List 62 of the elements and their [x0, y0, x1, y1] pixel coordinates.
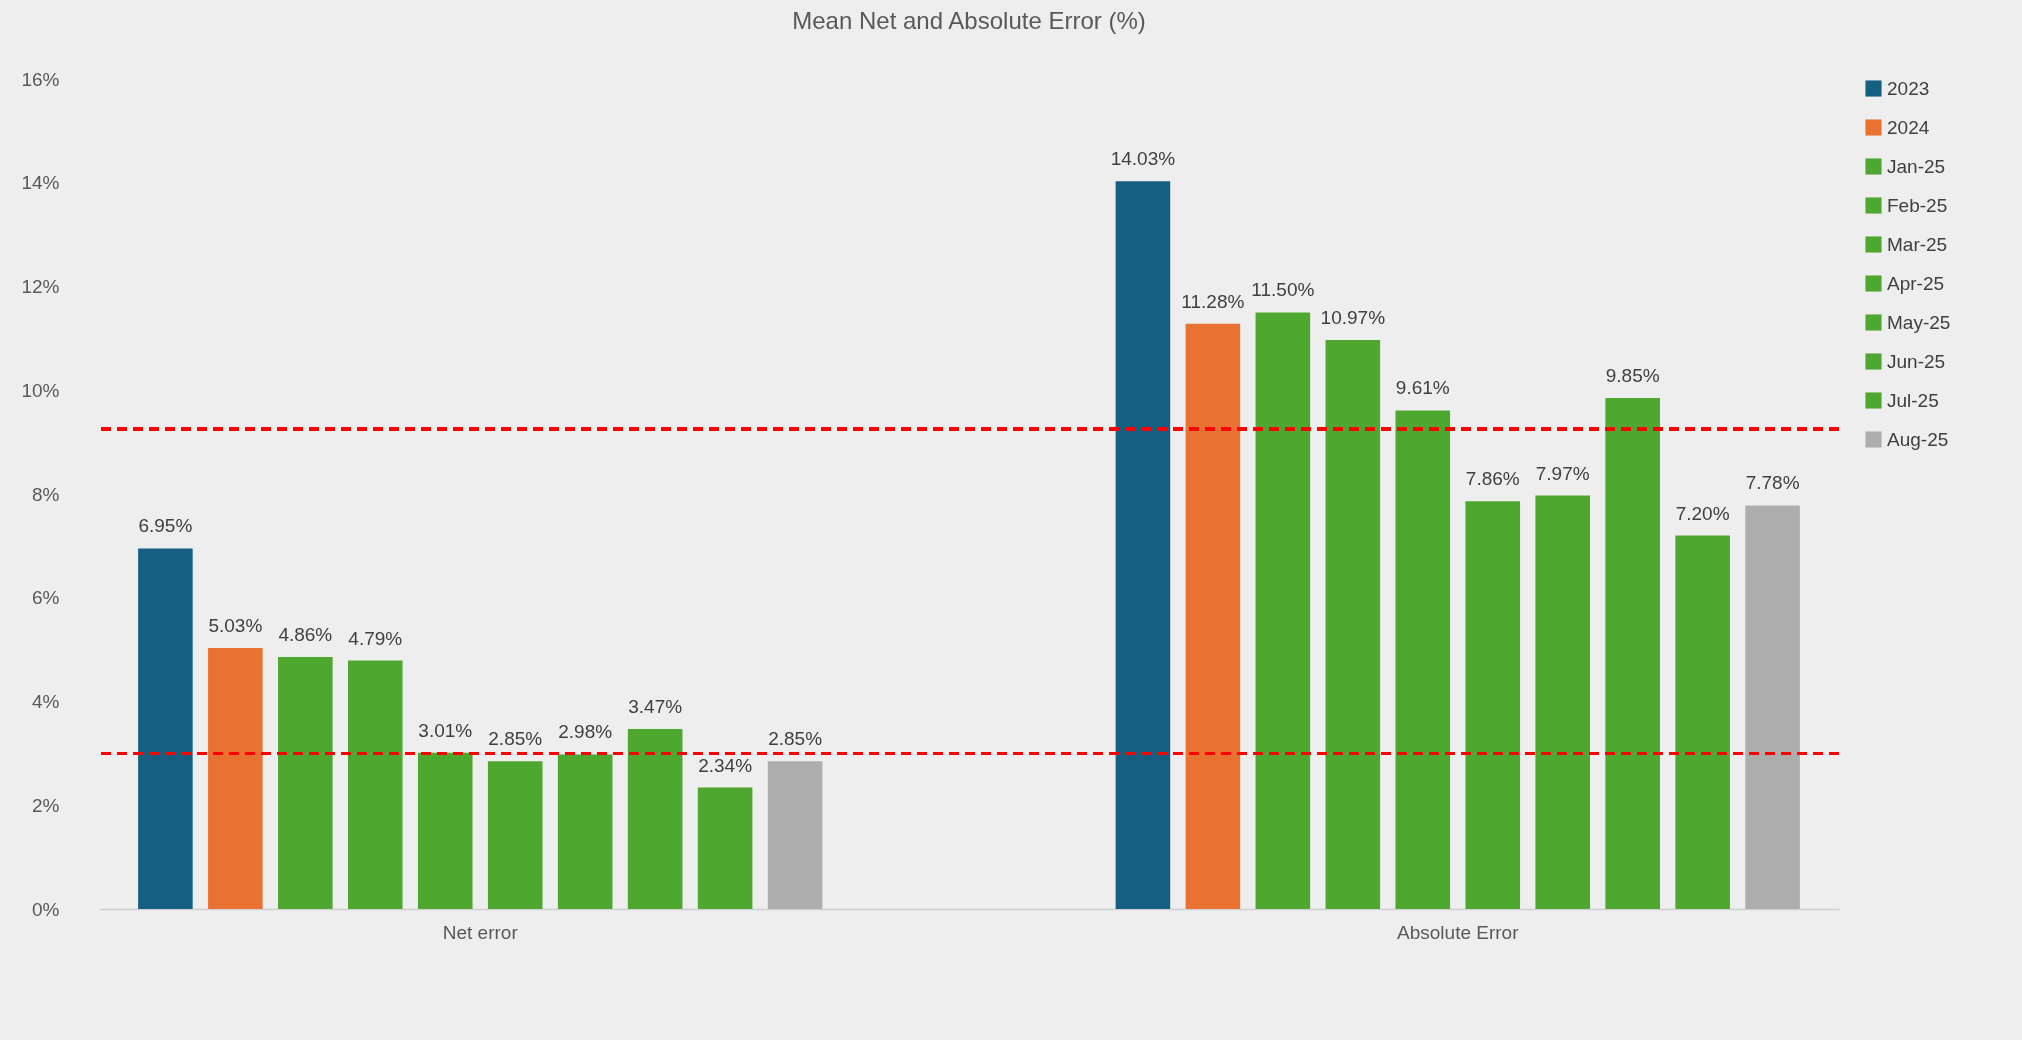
y-tick-label: 12%: [21, 276, 60, 297]
data-label: 2.85%: [768, 728, 823, 750]
data-label: 3.01%: [418, 719, 473, 741]
data-label: 11.28%: [1181, 290, 1245, 312]
bar: [767, 761, 823, 909]
bar: [1605, 398, 1660, 909]
data-label: 2.85%: [488, 728, 543, 750]
bar: [278, 656, 333, 909]
bar: [1745, 505, 1800, 909]
bar: [1115, 181, 1171, 909]
legend-label: Feb-25: [1887, 194, 1948, 216]
bar: [1535, 495, 1590, 909]
bar: [1465, 501, 1521, 909]
x-tick-label: Net error: [442, 921, 519, 943]
y-tick-label: 4%: [32, 691, 60, 712]
bar: [1675, 535, 1730, 909]
legend-label: 2023: [1887, 77, 1930, 99]
bar: [348, 660, 403, 909]
bar: [697, 787, 753, 909]
y-tick-label: 8%: [32, 483, 60, 505]
data-label: 7.20%: [1675, 502, 1730, 524]
bar: [627, 728, 683, 909]
chart-title: Mean Net and Absolute Error (%): [792, 7, 1146, 34]
data-label: 9.85%: [1605, 365, 1660, 387]
y-tick-label: 2%: [32, 794, 60, 816]
data-label: 6.95%: [138, 515, 193, 537]
legend-label: Jun-25: [1887, 350, 1946, 372]
data-label: 7.78%: [1745, 472, 1800, 494]
data-label: 3.47%: [628, 695, 683, 717]
data-label: 7.97%: [1535, 462, 1590, 484]
legend-label: Jan-25: [1887, 155, 1946, 177]
legend-label: Mar-25: [1887, 233, 1948, 255]
bar: [1395, 410, 1451, 909]
data-label: 5.03%: [208, 615, 263, 637]
data-label: 7.86%: [1465, 468, 1520, 490]
data-label: 9.61%: [1395, 377, 1450, 399]
legend-label: Aug-25: [1887, 428, 1949, 450]
y-tick-label: 10%: [21, 379, 60, 401]
legend-label: Apr-25: [1887, 272, 1945, 294]
bar: [1185, 323, 1241, 909]
bar: [557, 754, 613, 909]
legend-label: May-25: [1887, 311, 1951, 333]
bar: [208, 648, 263, 909]
data-label: 11.50%: [1251, 279, 1315, 301]
y-tick-label: 0%: [32, 898, 60, 920]
bar: [138, 548, 193, 909]
bar: [1325, 339, 1381, 909]
y-tick-label: 16%: [21, 68, 60, 90]
data-label: 4.79%: [348, 627, 403, 649]
data-label: 10.97%: [1320, 306, 1386, 328]
y-tick-label: 14%: [21, 172, 60, 194]
legend-label: 2024: [1887, 116, 1930, 138]
y-tick-label: 6%: [32, 587, 60, 609]
legend-label: Jul-25: [1887, 389, 1939, 411]
bar: [487, 761, 543, 909]
bar: [1255, 312, 1311, 909]
x-tick-label: Absolute Error: [1397, 921, 1520, 943]
data-label: 2.34%: [698, 754, 753, 776]
data-label: 2.98%: [558, 721, 613, 743]
data-label: 4.86%: [278, 623, 333, 645]
data-label: 14.03%: [1110, 148, 1176, 170]
bar: [417, 752, 473, 909]
